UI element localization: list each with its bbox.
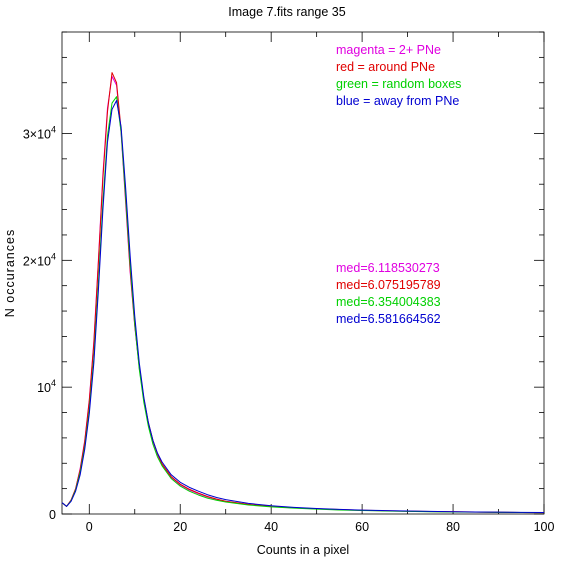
y-tick-label: 2×104: [23, 251, 56, 268]
x-tick-labels: 0 20 40 60 80 100: [86, 520, 555, 534]
legend: magenta = 2+ PNe red = around PNe green = …: [336, 43, 461, 108]
x-tick-label: 40: [264, 520, 278, 534]
median-labels: med=6.118530273 med=6.075195789 med=6.3540…: [336, 261, 441, 326]
y-tick-label: 0: [49, 508, 56, 522]
series-line-1: [61, 75, 545, 514]
y-tick-labels: 0 104 2×104 3×104: [23, 124, 56, 522]
legend-entry: magenta = 2+ PNe: [336, 43, 441, 57]
y-tick-label: 3×104: [23, 124, 56, 141]
legend-entry: green = random boxes: [336, 77, 461, 91]
x-tick-label: 80: [446, 520, 460, 534]
series-lines: [61, 72, 545, 514]
x-tick-label: 60: [355, 520, 369, 534]
axis-ticks: [62, 31, 545, 515]
median-label: med=6.354004383: [336, 295, 441, 309]
x-tick-label: 20: [173, 520, 187, 534]
series-line-2: [61, 72, 545, 514]
legend-entry: blue = away from PNe: [336, 94, 459, 108]
plot-frame: [61, 31, 545, 515]
chart-title: Image 7.fits range 35: [228, 5, 345, 19]
y-axis-label: N occurances: [3, 229, 17, 317]
x-axis-label: Counts in a pixel: [257, 543, 349, 557]
legend-entry: red = around PNe: [336, 60, 435, 74]
median-label: med=6.075195789: [336, 278, 441, 292]
median-label: med=6.118530273: [336, 261, 440, 275]
series-line-4: [61, 99, 545, 513]
y-tick-label: 104: [37, 378, 56, 395]
x-tick-label: 100: [534, 520, 555, 534]
median-label: med=6.581664562: [336, 312, 441, 326]
x-tick-label: 0: [86, 520, 93, 534]
